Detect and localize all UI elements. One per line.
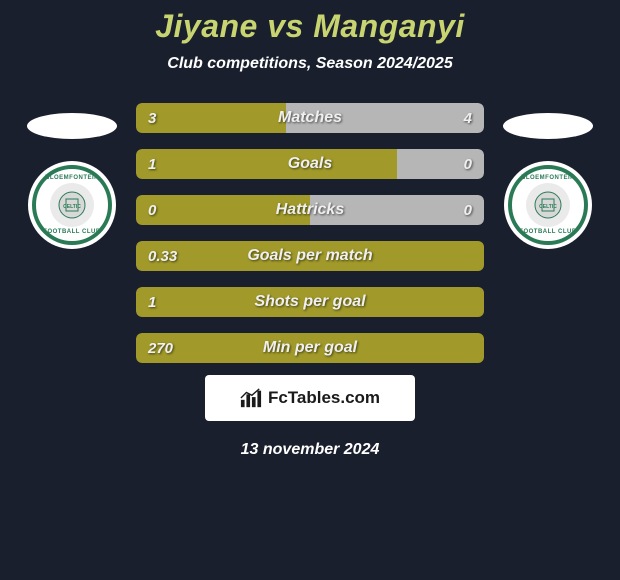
main-row: BLOEMFONTEIN CELTIC FOOTBALL CLUB Matche… [0,103,620,363]
svg-text:CELTIC: CELTIC [539,204,557,210]
stat-value-right: 0 [464,202,472,219]
badge-inner-right: CELTIC [526,183,570,227]
stat-value-left: 0 [148,202,156,219]
left-player-col: BLOEMFONTEIN CELTIC FOOTBALL CLUB [22,103,122,249]
svg-text:CELTIC: CELTIC [63,204,81,210]
page-subtitle: Club competitions, Season 2024/2025 [167,55,452,73]
player-photo-placeholder-left [27,113,117,139]
stat-value-left: 270 [148,340,173,357]
badge-text-bottom-right: FOOTBALL CLUB [519,229,576,235]
root: Jiyane vs Manganyi Club competitions, Se… [0,0,620,580]
celtic-crest-icon: CELTIC [57,190,87,220]
badge-text-bottom-left: FOOTBALL CLUB [43,229,100,235]
club-badge-right: BLOEMFONTEIN CELTIC FOOTBALL CLUB [504,161,592,249]
stat-label: Goals [136,155,484,173]
stat-bar: Goals per match0.33 [136,241,484,271]
badge-text-top-right: BLOEMFONTEIN [521,175,575,181]
stats-bars: Matches34Goals10Hattricks00Goals per mat… [136,103,484,363]
brand-link[interactable]: FcTables.com [205,375,415,421]
badge-inner-left: CELTIC [50,183,94,227]
stat-value-left: 3 [148,110,156,127]
stat-bar: Goals1 0 [136,149,484,179]
club-badge-ring-right: BLOEMFONTEIN CELTIC FOOTBALL CLUB [508,165,588,245]
stat-value-right: 4 [464,110,472,127]
stat-bar: Shots per goal1 [136,287,484,317]
bars-chart-icon [240,388,262,408]
badge-text-top-left: BLOEMFONTEIN [45,175,99,181]
stat-bar: Matches3 4 [136,103,484,133]
club-badge-ring-left: BLOEMFONTEIN CELTIC FOOTBALL CLUB [32,165,112,245]
club-badge-left: BLOEMFONTEIN CELTIC FOOTBALL CLUB [28,161,116,249]
stat-label: Hattricks [136,201,484,219]
stat-value-right: 0 [464,156,472,173]
right-player-col: BLOEMFONTEIN CELTIC FOOTBALL CLUB [498,103,598,249]
stat-label: Shots per goal [136,293,484,311]
stat-bar: Hattricks0 0 [136,195,484,225]
stat-label: Goals per match [136,247,484,265]
stat-value-left: 0.33 [148,248,177,265]
brand-text: FcTables.com [268,388,380,408]
stat-label: Matches [136,109,484,127]
page-title: Jiyane vs Manganyi [155,8,465,45]
stat-label: Min per goal [136,339,484,357]
stat-value-left: 1 [148,294,156,311]
footer-date: 13 november 2024 [241,441,380,459]
stat-bar: Min per goal270 [136,333,484,363]
celtic-crest-icon: CELTIC [533,190,563,220]
stat-value-left: 1 [148,156,156,173]
player-photo-placeholder-right [503,113,593,139]
